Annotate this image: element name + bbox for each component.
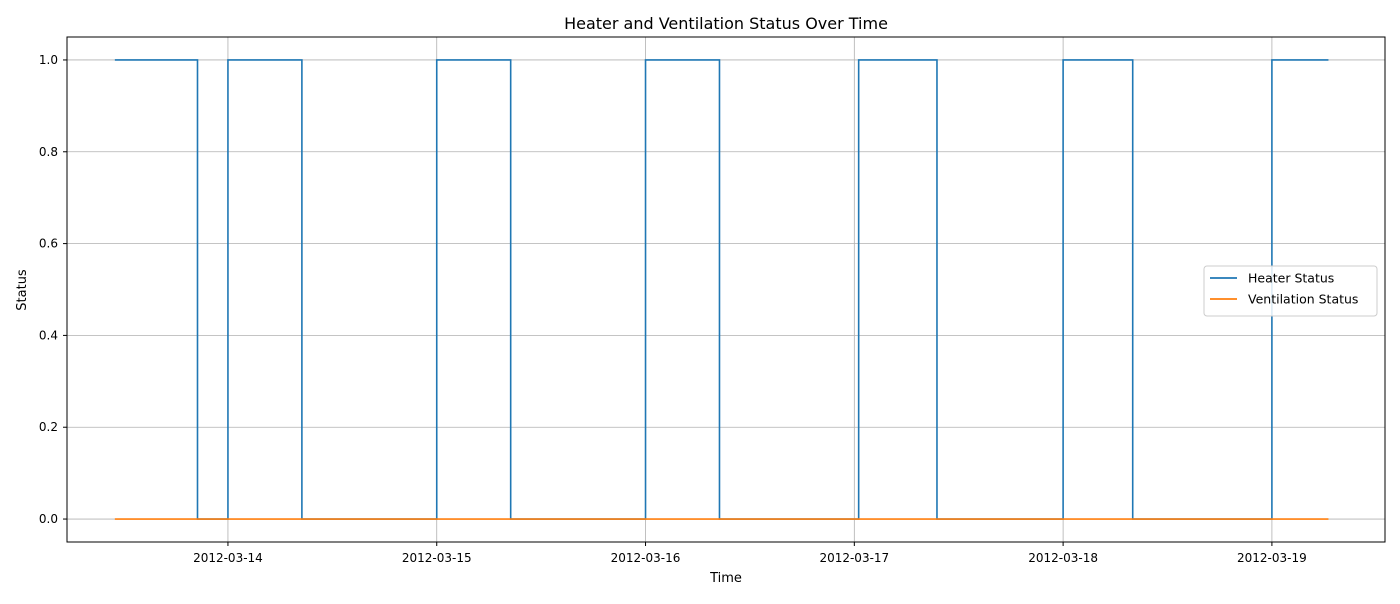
x-axis-ticks: 2012-03-14 2012-03-15 2012-03-16 2012-03-17…: [193, 542, 1307, 565]
plot-series: [114, 59, 1329, 520]
plot-frame: [66, 36, 1386, 543]
y-tick-label: 0.0: [39, 512, 58, 526]
grid: [67, 37, 1385, 542]
legend-label: Ventilation Status: [1248, 292, 1358, 307]
y-tick-label: 0.8: [39, 145, 58, 159]
y-tick-label: 0.6: [39, 237, 58, 251]
x-tick-label: 2012-03-18: [1028, 551, 1098, 565]
y-axis-label: Status: [15, 269, 30, 311]
y-tick-label: 0.4: [39, 328, 58, 342]
y-tick-label: 1.0: [39, 53, 58, 67]
x-tick-label: 2012-03-19: [1237, 551, 1307, 565]
x-tick-label: 2012-03-14: [193, 551, 263, 565]
x-tick-label: 2012-03-17: [819, 551, 889, 565]
chart-title: Heater and Ventilation Status Over Time: [564, 14, 888, 33]
y-tick-label: 0.2: [39, 420, 58, 434]
x-tick-label: 2012-03-16: [611, 551, 681, 565]
y-axis-ticks: 0.0 0.2 0.4 0.6 0.8 1.0: [39, 53, 67, 526]
legend: Heater Status Ventilation Status: [1203, 265, 1378, 317]
x-axis-label: Time: [709, 571, 742, 586]
x-tick-label: 2012-03-15: [402, 551, 472, 565]
legend-label: Heater Status: [1248, 271, 1334, 286]
legend-box: [1203, 265, 1378, 317]
heater-statusline: [114, 59, 1329, 520]
